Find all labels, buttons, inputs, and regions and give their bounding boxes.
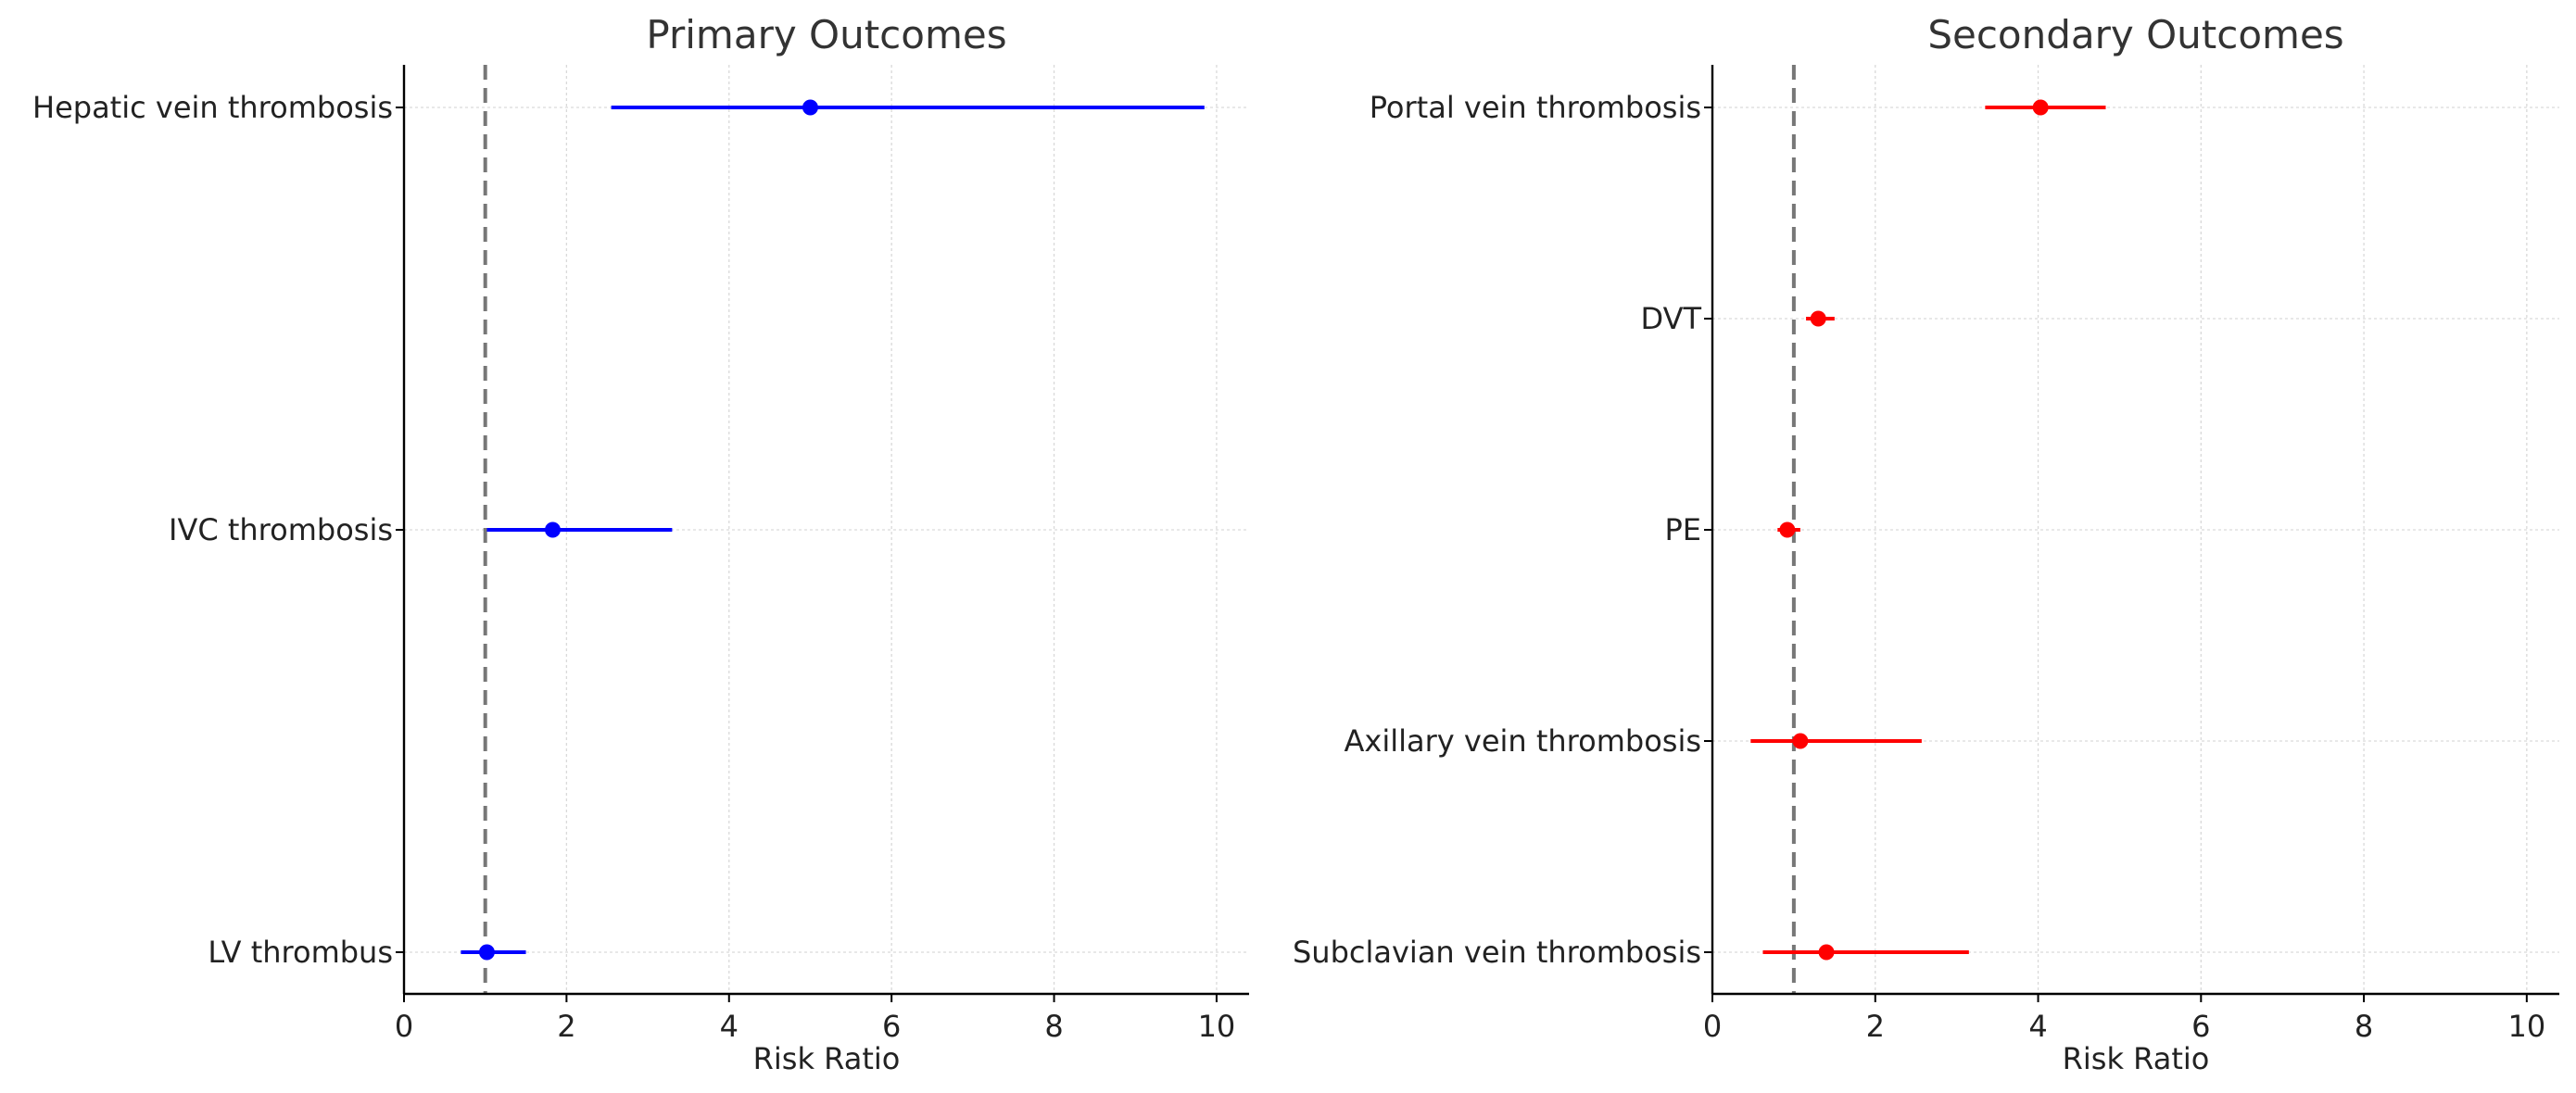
panel-0-x-tick-label: 8 [1044, 1009, 1063, 1044]
panel-0-x-tick-label: 4 [720, 1009, 739, 1044]
panel-1-x-tick-label: 4 [2028, 1009, 2047, 1044]
panel-1-chart-title: Secondary Outcomes [1927, 12, 2343, 57]
panel-0-x-tick-label: 0 [395, 1009, 413, 1044]
panel-0-risk-ratio-point [544, 521, 561, 538]
panel-1-x-tick-label: 0 [1703, 1009, 1722, 1044]
panel-0-x-tick-label: 10 [1198, 1009, 1236, 1044]
panel-1-y-tick-label: Portal vein thrombosis [1370, 90, 1701, 125]
panel-0-risk-ratio-point [802, 99, 818, 116]
panel-1-risk-ratio-point [1779, 521, 1796, 538]
panel-1-x-tick-label: 8 [2355, 1009, 2373, 1044]
panel-0-x-axis-label: Risk Ratio [753, 1041, 901, 1076]
panel-1-x-tick-label: 6 [2191, 1009, 2210, 1044]
panel-0-y-tick-label: LV thrombus [208, 935, 393, 970]
panel-0-y-tick-label: IVC thrombosis [169, 512, 393, 547]
panel-0-risk-ratio-point [478, 944, 495, 961]
secondary-outcomes-panel: 0 2 4 6 8 10 Portal vein thrombosis DVT PE Axilla… [1293, 12, 2559, 1076]
panel-0-x-tick-label: 6 [882, 1009, 901, 1044]
panel-0-x-tick-label: 2 [557, 1009, 575, 1044]
panel-1-y-tick-label: Subclavian vein thrombosis [1293, 935, 1701, 970]
panel-1-y-tick-label: PE [1664, 512, 1701, 547]
primary-outcomes-panel: 0 2 4 6 8 10 Hepatic vein thrombosis IVC thromb… [32, 12, 1249, 1076]
panel-1-y-tick-label: DVT [1640, 301, 1701, 336]
panel-1-risk-ratio-point [1818, 944, 1835, 961]
panel-0-y-tick-label: Hepatic vein thrombosis [32, 90, 393, 125]
panel-1-y-tick-label: Axillary vein thrombosis [1345, 723, 1702, 759]
panel-1-x-axis-label: Risk Ratio [2063, 1041, 2210, 1076]
panel-0-chart-title: Primary Outcomes [646, 12, 1006, 57]
panel-1-risk-ratio-point [2032, 99, 2049, 116]
panel-1-risk-ratio-point [1792, 733, 1809, 749]
panel-1-x-tick-label: 10 [2507, 1009, 2545, 1044]
panel-1-risk-ratio-point [1810, 310, 1826, 327]
panel-1-x-tick-label: 2 [1866, 1009, 1885, 1044]
